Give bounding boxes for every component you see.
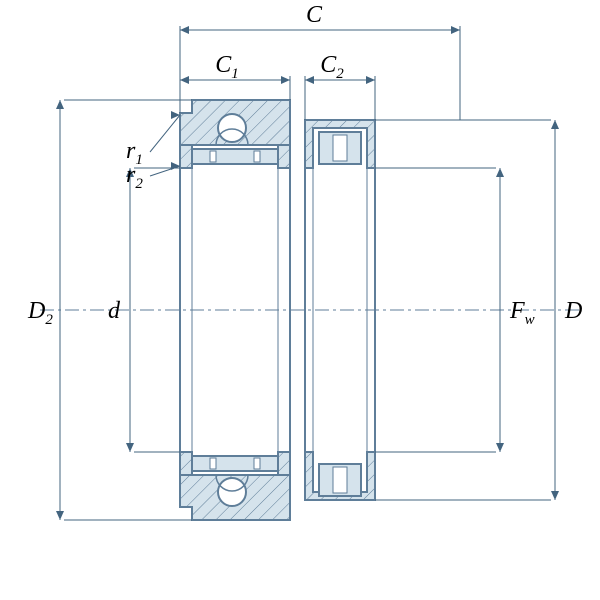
- dim-label-C1: C1: [215, 52, 239, 82]
- needle-roller: [333, 467, 347, 493]
- ball-element: [218, 478, 246, 506]
- dim-label-C: C: [306, 2, 323, 28]
- needle-roller: [333, 135, 347, 161]
- dim-label-d: d: [108, 298, 121, 324]
- dim-label-Fw: Fw: [509, 298, 535, 328]
- dim-label-C2: C2: [320, 52, 344, 82]
- dim-label-D: D: [564, 298, 582, 324]
- ball-element: [218, 114, 246, 142]
- dim-label-D2: D2: [27, 298, 53, 328]
